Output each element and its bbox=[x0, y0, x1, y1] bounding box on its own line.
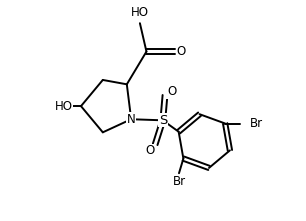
Text: HO: HO bbox=[131, 6, 149, 19]
Text: O: O bbox=[167, 86, 176, 98]
Text: HO: HO bbox=[55, 100, 73, 113]
Text: S: S bbox=[159, 114, 167, 127]
Text: O: O bbox=[177, 45, 186, 58]
Text: N: N bbox=[127, 113, 136, 126]
Text: Br: Br bbox=[250, 117, 263, 130]
Text: O: O bbox=[145, 144, 154, 157]
Text: Br: Br bbox=[173, 175, 185, 189]
